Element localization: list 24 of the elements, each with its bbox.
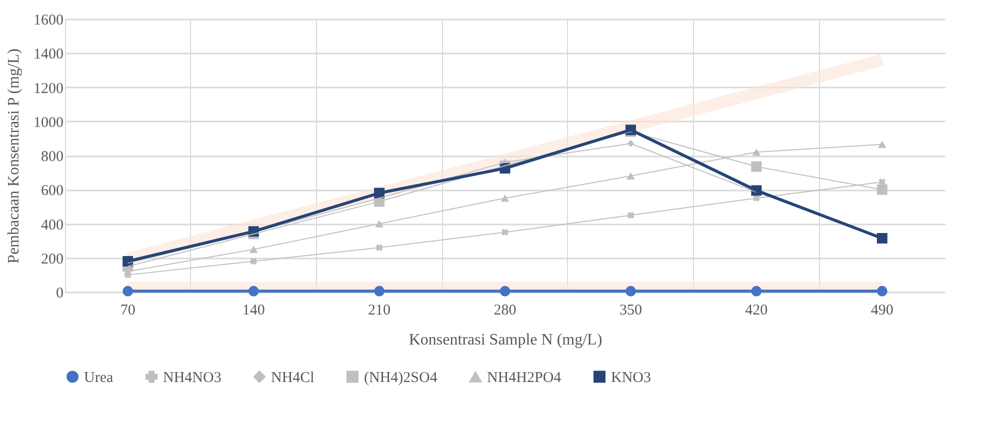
legend-label: (NH4)2SO4 <box>364 370 438 386</box>
x-axis-title: Konsentrasi Sample N (mg/L) <box>408 332 602 348</box>
legend-label: NH4NO3 <box>163 370 222 386</box>
y-tick-label: 200 <box>41 251 64 268</box>
x-tick-label: 70 <box>120 302 136 318</box>
legend-label: NH4Cl <box>271 370 314 386</box>
x-tick-label: 490 <box>870 302 894 318</box>
x-tick-label: 140 <box>242 302 265 318</box>
x-tick-label: 350 <box>619 302 642 318</box>
x-tick-label: 420 <box>745 302 768 318</box>
legend-label: Urea <box>84 370 114 386</box>
y-tick-label: 400 <box>41 217 64 234</box>
y-tick-label: 1200 <box>34 80 64 97</box>
x-tick-label: 210 <box>368 302 391 318</box>
legend-label: NH4H2PO4 <box>487 370 562 386</box>
legend-label: KNO3 <box>611 370 651 386</box>
y-tick-label: 1400 <box>34 46 64 63</box>
y-tick-label: 800 <box>41 149 64 165</box>
y-axis-title: Pembacaan Konsentrasi P (mg/L) <box>6 48 22 264</box>
y-tick-label: 0 <box>56 286 64 302</box>
x-tick-label: 280 <box>494 302 516 318</box>
y-tick-label: 1600 <box>34 12 64 28</box>
y-tick-label: 600 <box>41 183 64 200</box>
y-tick-label: 1000 <box>34 114 64 131</box>
